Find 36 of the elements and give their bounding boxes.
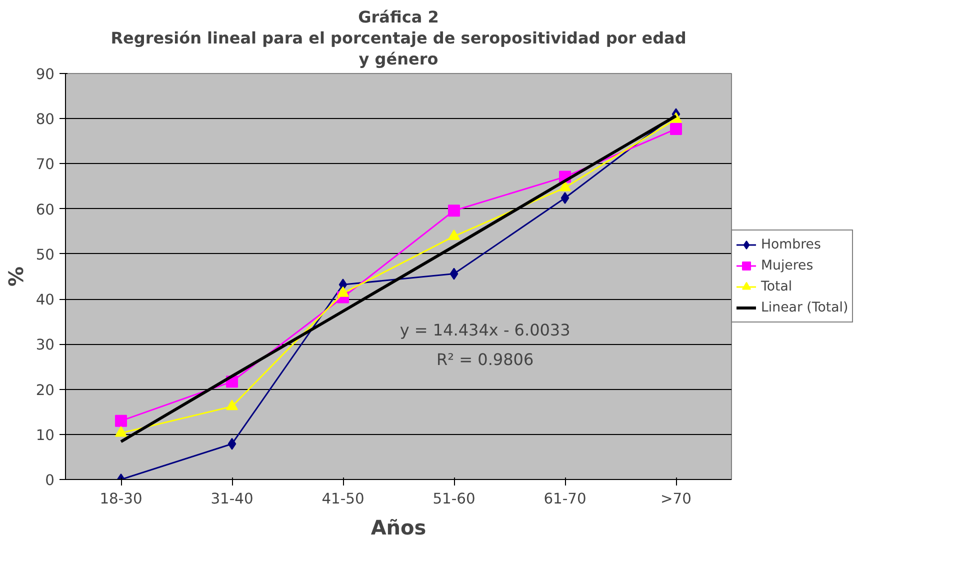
y-tick-label: 60: [36, 201, 55, 218]
x-tick-label: 41-50: [322, 490, 364, 508]
point: [226, 400, 238, 410]
chart-title: Gráfica 2 Regresión lineal para el porcentaje de seropositividad por edad y género: [110, 8, 686, 68]
legend-label: Linear (Total): [761, 300, 848, 315]
y-tick-label: 10: [36, 426, 55, 444]
y-tick-label: 20: [36, 382, 55, 399]
point: [560, 192, 570, 204]
y-tick-label: 50: [36, 246, 55, 264]
x-tick-label: 51-60: [432, 490, 476, 508]
y-tick-label: 70: [36, 156, 55, 174]
y-tick-label: 30: [36, 336, 55, 354]
x-tick-label: 61-70: [544, 490, 586, 508]
x-tick-label: 31-40: [210, 490, 254, 508]
point: [115, 414, 127, 427]
annotation: y = 14.434x - 6.0033: [400, 320, 570, 340]
point: [670, 122, 682, 135]
point: [228, 438, 236, 450]
y-tick-label: 0: [45, 472, 55, 489]
legend-label: Mujeres: [761, 258, 814, 273]
x-tick-label: 18-30: [100, 490, 142, 508]
legend-label: Hombres: [761, 237, 821, 252]
x-tick-label: >70: [660, 490, 692, 508]
point: [448, 204, 460, 217]
point: [559, 180, 571, 192]
point: [115, 426, 127, 437]
y-tick-label: 90: [36, 66, 55, 83]
point: [450, 268, 458, 280]
y-axis-title: %: [4, 266, 28, 287]
point: [448, 230, 460, 240]
x-axis-title: Años: [370, 516, 426, 540]
y-tick-label: 40: [36, 292, 55, 309]
annotation: R² = 0.9806: [436, 350, 534, 369]
point: [337, 286, 349, 297]
y-tick-label: 80: [36, 111, 55, 128]
legend-label: Total: [761, 279, 792, 294]
